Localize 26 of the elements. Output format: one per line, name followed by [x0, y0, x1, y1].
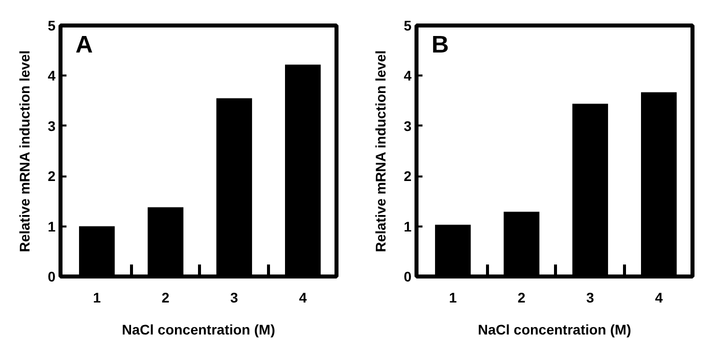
y-axis-title: Relative mRNA induction level — [372, 50, 389, 252]
x-tick-label: 4 — [654, 290, 663, 306]
x-tick-label: 1 — [92, 290, 101, 306]
y-tick-label: 2 — [404, 168, 412, 184]
y-tick-label: 1 — [48, 218, 56, 234]
y-axis-title: Relative mRNA induction level — [16, 50, 33, 252]
x-tick-label: 4 — [298, 290, 307, 306]
annotation: B — [432, 32, 449, 58]
y-tick-label: 1 — [404, 218, 412, 234]
annotation: A — [76, 32, 93, 58]
x-tick-label: 1 — [448, 290, 457, 306]
y-tick-label: 4 — [404, 68, 412, 84]
x-tick-label: 2 — [518, 290, 526, 306]
y-tick-label: 5 — [404, 18, 412, 34]
x-axis-title: NaCl concentration (M) — [122, 322, 276, 338]
y-tick-label: 4 — [48, 68, 56, 84]
y-tick-label: 3 — [404, 118, 412, 134]
y-tick-label: 5 — [48, 18, 56, 34]
y-tick-label: 0 — [404, 268, 412, 284]
x-axis-title: NaCl concentration (M) — [478, 322, 632, 338]
y-tick-label: 2 — [48, 168, 56, 184]
y-tick-label: 3 — [48, 118, 56, 134]
x-tick-label: 3 — [230, 290, 238, 306]
x-tick-label: 3 — [586, 290, 594, 306]
x-tick-label: 2 — [162, 290, 170, 306]
y-tick-label: 0 — [48, 268, 56, 284]
